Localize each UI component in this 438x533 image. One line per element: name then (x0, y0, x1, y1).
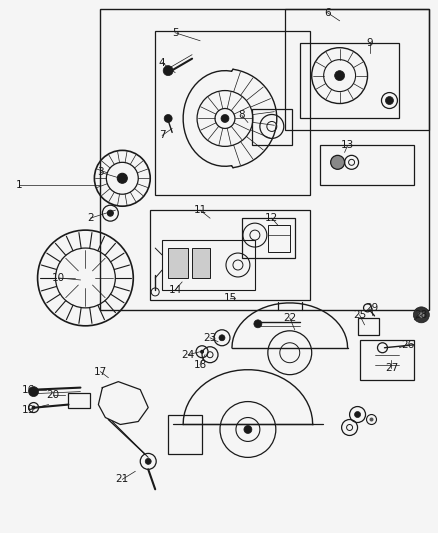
Bar (168, 248, 188, 278)
Circle shape (117, 173, 127, 183)
Bar (192, 248, 210, 278)
Text: 17: 17 (94, 367, 107, 377)
Text: 8: 8 (239, 110, 245, 120)
Text: 10: 10 (52, 273, 65, 283)
Circle shape (254, 320, 262, 328)
Bar (268, 225, 290, 252)
Text: 5: 5 (172, 28, 178, 38)
Circle shape (32, 406, 35, 409)
Text: 3: 3 (97, 167, 104, 177)
Circle shape (355, 411, 360, 417)
Circle shape (219, 335, 225, 341)
Text: 27: 27 (385, 362, 398, 373)
Text: 18: 18 (194, 360, 207, 370)
Text: 9: 9 (366, 38, 373, 48)
Circle shape (107, 210, 113, 216)
Text: 20: 20 (46, 390, 59, 400)
Circle shape (331, 155, 345, 169)
Circle shape (335, 71, 345, 80)
Text: 13: 13 (341, 140, 354, 150)
Text: 7: 7 (159, 131, 166, 140)
Text: 28: 28 (415, 310, 428, 320)
Bar (285, 9, 429, 131)
Text: 23: 23 (203, 333, 217, 343)
Text: 19: 19 (22, 405, 35, 415)
Bar (100, 9, 429, 310)
Bar (150, 210, 310, 300)
Bar (300, 43, 399, 118)
Bar (320, 146, 414, 185)
Text: 29: 29 (365, 303, 378, 313)
Circle shape (413, 307, 429, 323)
Text: 21: 21 (116, 474, 129, 484)
Text: 24: 24 (181, 350, 195, 360)
Circle shape (418, 312, 424, 318)
Circle shape (244, 425, 252, 433)
Text: 6: 6 (325, 8, 331, 18)
Text: 25: 25 (353, 310, 366, 320)
Circle shape (221, 115, 229, 123)
Text: 2: 2 (87, 213, 94, 223)
Text: 14: 14 (169, 285, 182, 295)
Circle shape (385, 96, 393, 104)
Circle shape (370, 417, 374, 422)
Bar (155, 31, 310, 195)
Circle shape (163, 66, 173, 76)
Text: 11: 11 (194, 205, 207, 215)
Bar (68, 393, 90, 408)
Text: 15: 15 (223, 293, 237, 303)
Text: 12: 12 (265, 213, 279, 223)
Circle shape (28, 386, 39, 397)
Circle shape (164, 115, 172, 123)
Text: 22: 22 (283, 313, 297, 323)
Text: 16: 16 (22, 385, 35, 394)
Bar (252, 109, 292, 146)
Circle shape (145, 458, 151, 464)
Text: 26: 26 (401, 340, 414, 350)
Text: 4: 4 (159, 58, 166, 68)
Text: 1: 1 (15, 180, 22, 190)
Circle shape (200, 350, 204, 354)
